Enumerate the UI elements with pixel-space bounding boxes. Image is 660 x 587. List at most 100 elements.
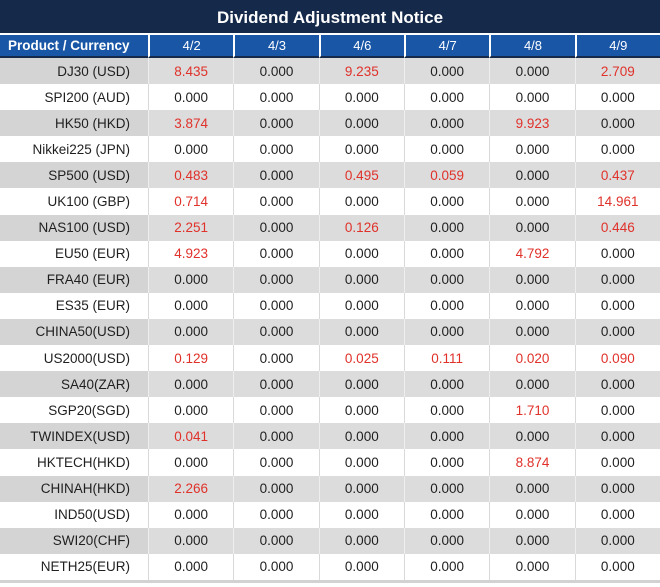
table-row: NETH25(EUR) 0.000 0.000 0.000 0.000 0.000 0.00… bbox=[0, 553, 660, 580]
value-cell: 0.000 bbox=[318, 423, 404, 450]
value-cell: 0.000 bbox=[403, 84, 490, 111]
date-column-header: 4/2 bbox=[148, 35, 234, 58]
value-cell: 0.020 bbox=[489, 345, 575, 372]
value-cell: 0.000 bbox=[574, 553, 660, 580]
value-cell: 0.000 bbox=[233, 162, 319, 189]
value-cell: 0.000 bbox=[403, 188, 490, 215]
product-cell: IND50(USD) bbox=[0, 501, 148, 528]
value-cell: 8.874 bbox=[489, 449, 575, 476]
value-cell: 4.792 bbox=[489, 240, 575, 267]
value-cell: 0.000 bbox=[318, 371, 404, 398]
date-column-header: 4/7 bbox=[403, 35, 490, 58]
product-cell: TWINDEX(USD) bbox=[0, 423, 148, 450]
value-cell: 0.000 bbox=[148, 449, 234, 476]
value-cell: 0.000 bbox=[403, 292, 490, 319]
product-cell: SA40(ZAR) bbox=[0, 371, 148, 398]
table-row: TWINDEX(USD) 0.041 0.000 0.000 0.000 0.000 0.0… bbox=[0, 423, 660, 450]
product-cell: DJ30 (USD) bbox=[0, 58, 148, 85]
value-cell: 0.000 bbox=[318, 553, 404, 580]
value-cell: 0.000 bbox=[489, 214, 575, 241]
value-cell: 0.000 bbox=[574, 84, 660, 111]
value-cell: 0.000 bbox=[489, 292, 575, 319]
value-cell: 0.000 bbox=[318, 292, 404, 319]
value-cell: 0.000 bbox=[148, 397, 234, 424]
table-row: EU50 (EUR) 4.923 0.000 0.000 0.000 4.792 0.000 bbox=[0, 240, 660, 267]
value-cell: 0.000 bbox=[148, 266, 234, 293]
value-cell: 0.000 bbox=[489, 266, 575, 293]
date-column-header: 4/3 bbox=[233, 35, 319, 58]
product-cell: ES35 (EUR) bbox=[0, 292, 148, 319]
value-cell: 0.000 bbox=[489, 188, 575, 215]
value-cell: 0.000 bbox=[574, 292, 660, 319]
product-cell: FRA40 (EUR) bbox=[0, 266, 148, 293]
value-cell: 0.000 bbox=[574, 136, 660, 163]
product-cell: UK100 (GBP) bbox=[0, 188, 148, 215]
product-cell: CHINA50(USD) bbox=[0, 318, 148, 346]
value-cell: 0.000 bbox=[403, 371, 490, 398]
value-cell: 0.000 bbox=[489, 475, 575, 502]
value-cell: 0.059 bbox=[403, 162, 490, 189]
product-cell: EU50 (EUR) bbox=[0, 240, 148, 267]
product-cell: HK50 (HKD) bbox=[0, 110, 148, 137]
value-cell: 0.000 bbox=[233, 423, 319, 450]
value-cell: 0.000 bbox=[489, 318, 575, 346]
value-cell: 0.000 bbox=[489, 58, 575, 85]
value-cell: 0.000 bbox=[318, 110, 404, 137]
value-cell: 0.000 bbox=[233, 136, 319, 163]
table-bottom-edge bbox=[0, 579, 660, 583]
date-column-header: 4/6 bbox=[318, 35, 404, 58]
value-cell: 0.483 bbox=[148, 162, 234, 189]
value-cell: 0.000 bbox=[148, 501, 234, 528]
value-cell: 0.000 bbox=[574, 475, 660, 502]
value-cell: 0.129 bbox=[148, 345, 234, 372]
product-cell: Nikkei225 (JPN) bbox=[0, 136, 148, 163]
value-cell: 0.126 bbox=[318, 214, 404, 241]
table-row: FRA40 (EUR) 0.000 0.000 0.000 0.000 0.000 0.00… bbox=[0, 266, 660, 293]
value-cell: 0.000 bbox=[403, 110, 490, 137]
dividend-table: Product / Currency 4/2 4/3 4/6 4/7 4/8 4/9 DJ… bbox=[0, 35, 660, 580]
table-row: HKTECH(HKD) 0.000 0.000 0.000 0.000 8.874 0.00… bbox=[0, 449, 660, 476]
table-row: CHINA50(USD) 0.000 0.000 0.000 0.000 0.000 0.0… bbox=[0, 318, 660, 346]
value-cell: 2.266 bbox=[148, 475, 234, 502]
value-cell: 0.000 bbox=[489, 553, 575, 580]
header-row: Product / Currency 4/2 4/3 4/6 4/7 4/8 4/9 bbox=[0, 35, 660, 58]
value-cell: 2.251 bbox=[148, 214, 234, 241]
value-cell: 0.000 bbox=[403, 501, 490, 528]
value-cell: 0.000 bbox=[403, 266, 490, 293]
value-cell: 0.000 bbox=[148, 136, 234, 163]
value-cell: 0.000 bbox=[489, 423, 575, 450]
value-cell: 0.000 bbox=[403, 214, 490, 241]
value-cell: 9.235 bbox=[318, 58, 404, 85]
value-cell: 2.709 bbox=[574, 58, 660, 85]
product-cell: NAS100 (USD) bbox=[0, 214, 148, 241]
value-cell: 0.000 bbox=[233, 84, 319, 111]
product-cell: HKTECH(HKD) bbox=[0, 449, 148, 476]
table-row: Nikkei225 (JPN) 0.000 0.000 0.000 0.000 0.000… bbox=[0, 136, 660, 163]
value-cell: 1.710 bbox=[489, 397, 575, 424]
value-cell: 0.000 bbox=[318, 84, 404, 111]
table-row: SGP20(SGD) 0.000 0.000 0.000 0.000 1.710 0.000 bbox=[0, 397, 660, 424]
value-cell: 0.000 bbox=[148, 553, 234, 580]
value-cell: 0.000 bbox=[489, 501, 575, 528]
value-cell: 0.000 bbox=[489, 527, 575, 554]
value-cell: 0.000 bbox=[233, 397, 319, 424]
table-row: US2000(USD) 0.129 0.000 0.025 0.111 0.020 0.09… bbox=[0, 345, 660, 372]
value-cell: 14.961 bbox=[574, 188, 660, 215]
value-cell: 0.000 bbox=[233, 240, 319, 267]
value-cell: 0.000 bbox=[574, 240, 660, 267]
value-cell: 0.041 bbox=[148, 423, 234, 450]
value-cell: 0.000 bbox=[148, 292, 234, 319]
value-cell: 0.000 bbox=[489, 371, 575, 398]
table-row: CHINAH(HKD) 2.266 0.000 0.000 0.000 0.000 0.00… bbox=[0, 475, 660, 502]
product-cell: CHINAH(HKD) bbox=[0, 475, 148, 502]
value-cell: 0.000 bbox=[403, 475, 490, 502]
page-title: Dividend Adjustment Notice bbox=[0, 0, 660, 35]
value-cell: 0.000 bbox=[318, 475, 404, 502]
value-cell: 0.000 bbox=[233, 110, 319, 137]
value-cell: 0.000 bbox=[403, 318, 490, 346]
table-row: SWI20(CHF) 0.000 0.000 0.000 0.000 0.000 0.000 bbox=[0, 527, 660, 554]
value-cell: 0.000 bbox=[318, 240, 404, 267]
table-row: SPI200 (AUD) 0.000 0.000 0.000 0.000 0.000 0.0… bbox=[0, 84, 660, 111]
value-cell: 0.000 bbox=[233, 475, 319, 502]
